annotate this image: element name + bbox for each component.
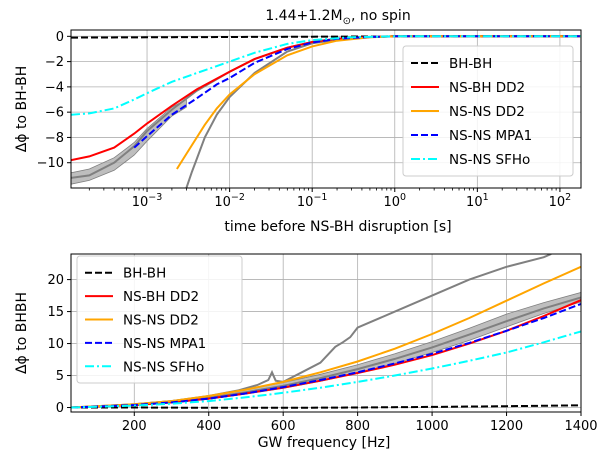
x-tick-label: 100 bbox=[383, 192, 406, 210]
series-line-ns-ns-mpa1 bbox=[71, 302, 581, 409]
legend-label: NS-NS MPA1 bbox=[449, 128, 532, 144]
y-tick-label: 20 bbox=[47, 273, 64, 288]
top-xlabel: time before NS-BH disruption [s] bbox=[224, 219, 451, 235]
y-tick-label: −10 bbox=[37, 156, 64, 171]
series-line-ns-ns-sfho bbox=[71, 330, 581, 409]
y-tick-label: 0 bbox=[56, 401, 64, 416]
bottom-ylabel: Δϕ to BHBH bbox=[14, 292, 30, 374]
series-line-bh-bh bbox=[71, 404, 581, 409]
top-ticks: 10−3 10−2 10−1 100 101 102 0 −2 −4 −6 −8 −10 bbox=[37, 30, 572, 210]
y-tick-label: −6 bbox=[45, 106, 64, 121]
top-title: 1.44+1.2M⊙, no spin bbox=[265, 8, 410, 27]
top-series bbox=[71, 35, 581, 170]
y-tick-label: −2 bbox=[45, 55, 64, 70]
x-tick-label: 400 bbox=[196, 419, 221, 434]
top-axes-frame bbox=[70, 29, 582, 189]
bottom-axes-frame bbox=[70, 253, 582, 413]
bottom-series bbox=[71, 265, 581, 409]
top-legend: BH-BH NS-BH DD2 NS-NS DD2 NS-NS MPA1 NS-NS S… bbox=[402, 45, 574, 177]
y-tick-label: 0 bbox=[56, 30, 64, 45]
x-tick-label: 101 bbox=[466, 192, 489, 210]
x-tick-label: 10−3 bbox=[132, 192, 163, 210]
x-tick-label: 102 bbox=[549, 192, 572, 210]
top-panel: 10−3 10−2 10−1 100 101 102 0 −2 −4 −6 −8 −10 BH-BH N… bbox=[14, 8, 582, 235]
x-tick-label: 1000 bbox=[416, 419, 449, 434]
series-line-ns-ns-sfho bbox=[71, 35, 581, 116]
y-tick-label: 5 bbox=[56, 369, 64, 384]
y-tick-label: 10 bbox=[47, 337, 64, 352]
x-tick-label: 600 bbox=[271, 419, 296, 434]
legend-label: NS-NS SFHo bbox=[449, 152, 530, 168]
x-tick-label: 1400 bbox=[564, 419, 597, 434]
legend-label: NS-NS DD2 bbox=[123, 313, 199, 329]
legend-box bbox=[402, 45, 574, 177]
legend-label: BH-BH bbox=[449, 56, 492, 72]
series-line-ns-ns-mpa1 bbox=[133, 35, 581, 149]
x-tick-label: 1200 bbox=[490, 419, 523, 434]
y-tick-label: −4 bbox=[45, 80, 64, 95]
y-tick-label: 15 bbox=[47, 305, 64, 320]
legend-label: NS-NS SFHo bbox=[123, 359, 204, 375]
x-tick-label: 10−2 bbox=[214, 192, 245, 210]
x-tick-label: 200 bbox=[122, 419, 147, 434]
bottom-ticks: 200 400 600 800 1000 1200 1400 0 5 10 15 20 bbox=[47, 273, 597, 434]
bottom-legend: BH-BH NS-BH DD2 NS-NS DD2 NS-NS MPA1 NS-NS S… bbox=[76, 255, 243, 384]
legend-label: NS-BH DD2 bbox=[449, 80, 525, 96]
legend-label: NS-NS DD2 bbox=[449, 104, 525, 120]
bottom-xlabel: GW frequency [Hz] bbox=[258, 435, 391, 451]
legend-label: BH-BH bbox=[123, 266, 166, 282]
bottom-panel: 200 400 600 800 1000 1200 1400 0 5 10 15 20 BH-BH NS… bbox=[14, 253, 598, 451]
legend-label: NS-BH DD2 bbox=[123, 289, 199, 305]
top-ylabel: Δϕ to BH-BH bbox=[14, 66, 30, 153]
y-tick-label: −8 bbox=[45, 131, 64, 146]
series-line-ns-ns-dd2 bbox=[71, 265, 581, 409]
legend-box bbox=[76, 255, 243, 384]
x-tick-label: 10−1 bbox=[297, 192, 328, 210]
legend-label: NS-NS MPA1 bbox=[123, 336, 206, 352]
x-tick-label: 800 bbox=[345, 419, 370, 434]
